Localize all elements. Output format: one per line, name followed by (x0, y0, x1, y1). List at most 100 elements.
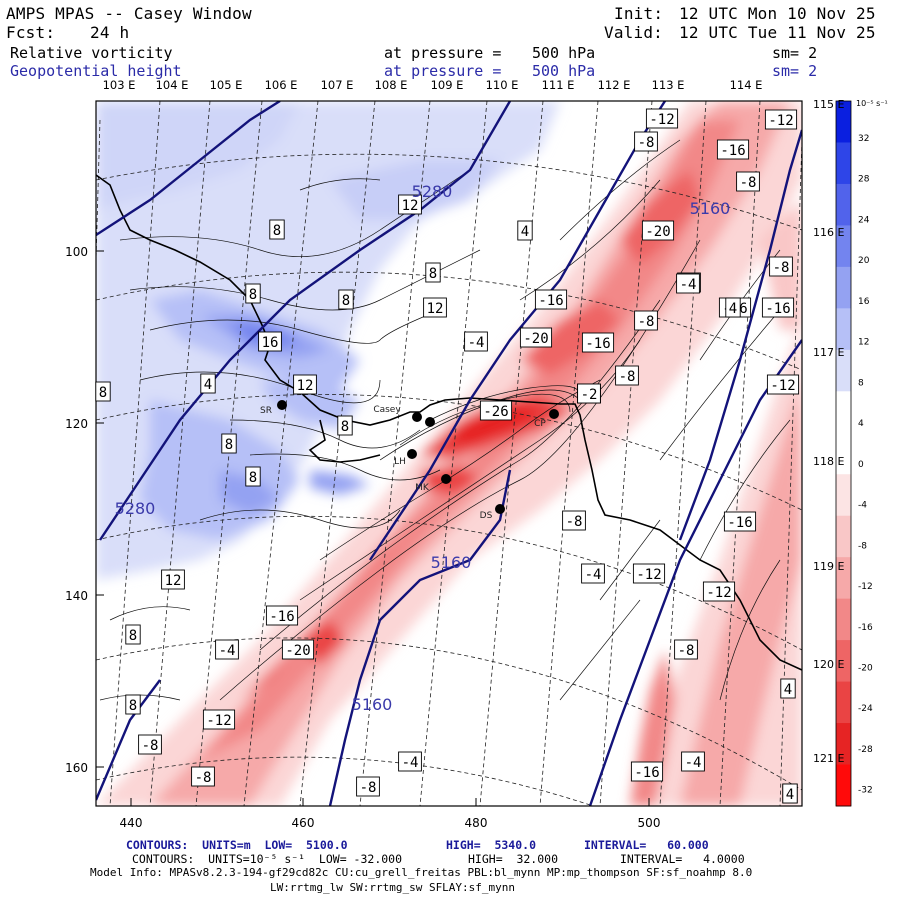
svg-text:-4: -4 (685, 755, 702, 771)
y-tick-label: 160 (65, 761, 88, 775)
colorbar-label: 24 (858, 215, 870, 225)
valid-label: Valid: (604, 23, 663, 42)
top-longitude-label: 103 E (103, 78, 136, 92)
svg-text:8: 8 (342, 293, 350, 309)
station-label: CP (534, 419, 546, 429)
station-label: DS (480, 511, 493, 521)
svg-text:-12: -12 (206, 713, 231, 729)
right-longitude-label: 117 E (813, 346, 844, 359)
footer-height-high: HIGH= 5340.0 (446, 838, 537, 852)
vorticity-label: 4 (725, 297, 741, 318)
svg-text:4: 4 (521, 224, 529, 240)
svg-text:-8: -8 (360, 780, 377, 796)
shaded-field (96, 101, 802, 806)
right-longitude-label: 121 E (813, 752, 844, 765)
colorbar-segment (836, 640, 851, 683)
x-tick-label: 440 (120, 816, 143, 830)
field-1-sm: sm= 2 (772, 44, 818, 62)
svg-text:-8: -8 (638, 135, 655, 151)
footer-vort-units: CONTOURS: UNITS=10⁻⁵ s⁻¹ LOW= -32.000 (132, 852, 403, 866)
vorticity-label: -12 (632, 563, 666, 584)
svg-text:-16: -16 (538, 293, 563, 309)
vorticity-label: -16 (716, 139, 750, 160)
vorticity-label: -8 (674, 639, 698, 660)
vorticity-label: -8 (191, 766, 215, 787)
top-longitude-label: 110 E (486, 78, 519, 92)
colorbar-segment (836, 225, 851, 268)
svg-text:-8: -8 (566, 514, 583, 530)
vorticity-label: -20 (641, 220, 675, 241)
svg-text:16: 16 (262, 335, 279, 351)
svg-text:12: 12 (402, 198, 419, 214)
axis-labels: 103 E 104 E 105 E 106 E 107 E 108 E 109 E 110 E… (65, 78, 844, 830)
positive-vorticity-shading (96, 101, 560, 580)
height-contours (96, 101, 802, 806)
vorticity-label: -8 (615, 365, 639, 386)
x-tick-label: 480 (465, 816, 488, 830)
svg-text:-26: -26 (483, 404, 508, 420)
svg-text:8: 8 (99, 385, 107, 401)
svg-text:4: 4 (786, 787, 794, 803)
station-markers (277, 400, 559, 514)
svg-text:-16: -16 (765, 301, 790, 317)
colorbar: 10⁻⁵ s⁻¹ 32 28 24 20 16 12 8 4 0 -4 -8 -12 -16 -20 -24 -… (835, 99, 888, 807)
vorticity-label: -16 (630, 761, 664, 782)
vorticity-label: -8 (356, 776, 380, 797)
svg-text:-16: -16 (720, 143, 745, 159)
svg-text:-12: -12 (649, 112, 674, 128)
y-tick-label: 140 (65, 589, 88, 603)
colorbar-label: 32 (858, 134, 869, 144)
right-longitude-label: 115 E (813, 98, 844, 111)
vorticity-label: -4 (581, 563, 605, 584)
svg-text:8: 8 (129, 698, 137, 714)
vorticity-label: -12 (645, 108, 679, 129)
y-tick-label: 100 (65, 245, 88, 259)
field-2-pressure-value: 500 hPa (532, 62, 596, 80)
vorticity-label: 8 (245, 466, 261, 487)
svg-text:-20: -20 (285, 643, 310, 659)
svg-text:8: 8 (225, 437, 233, 453)
station-label: LH (394, 457, 406, 467)
init-value: 12 UTC Mon 10 Nov 25 (679, 4, 876, 23)
svg-text:-8: -8 (678, 643, 695, 659)
vorticity-label: -16 (534, 289, 568, 310)
svg-text:8: 8 (429, 266, 437, 282)
svg-text:-16: -16 (269, 609, 294, 625)
coastline (96, 174, 802, 671)
right-longitude-label: 118 E (813, 455, 844, 468)
vorticity-label: 8 (245, 283, 261, 304)
svg-text:-4: -4 (468, 335, 485, 351)
colorbar-label: -12 (858, 582, 873, 592)
vorticity-label: -8 (562, 510, 586, 531)
vorticity-label: 8 (337, 415, 353, 436)
vorticity-label: -2 (577, 383, 601, 404)
colorbar-label: 20 (858, 256, 870, 266)
top-longitude-label: 107 E (321, 78, 354, 92)
colorbar-segment (836, 432, 851, 475)
svg-text:-16: -16 (727, 515, 752, 531)
plot-frame (95, 100, 803, 807)
vorticity-label: -20 (519, 327, 553, 348)
vorticity-label: 8 (425, 262, 441, 283)
negative-vorticity-shading (96, 101, 802, 806)
vorticity-label: -8 (736, 171, 760, 192)
svg-text:-4: -4 (402, 755, 419, 771)
colorbar-segment (836, 142, 851, 185)
colorbar-label: 4 (858, 419, 864, 429)
init-label: Init: (614, 4, 664, 23)
svg-text:-8: -8 (195, 770, 212, 786)
vorticity-label: -4 (215, 639, 239, 660)
colorbar-label: -8 (858, 541, 867, 551)
svg-text:-4: -4 (585, 567, 602, 583)
colorbar-segment (836, 598, 851, 641)
svg-text:8: 8 (341, 419, 349, 435)
colorbar-segment (836, 266, 851, 309)
svg-text:-16: -16 (634, 765, 659, 781)
colorbar-frame (835, 100, 852, 807)
colorbar-label: -28 (858, 745, 873, 755)
svg-text:-4: -4 (219, 643, 236, 659)
vorticity-label: -4 (681, 751, 705, 772)
vorticity-label: -20 (281, 639, 315, 660)
footer-model-info-2: LW:rrtmg_lw SW:rrtmg_sw SFLAY:sf_mynn (270, 881, 516, 894)
colorbar-segment (836, 391, 851, 434)
